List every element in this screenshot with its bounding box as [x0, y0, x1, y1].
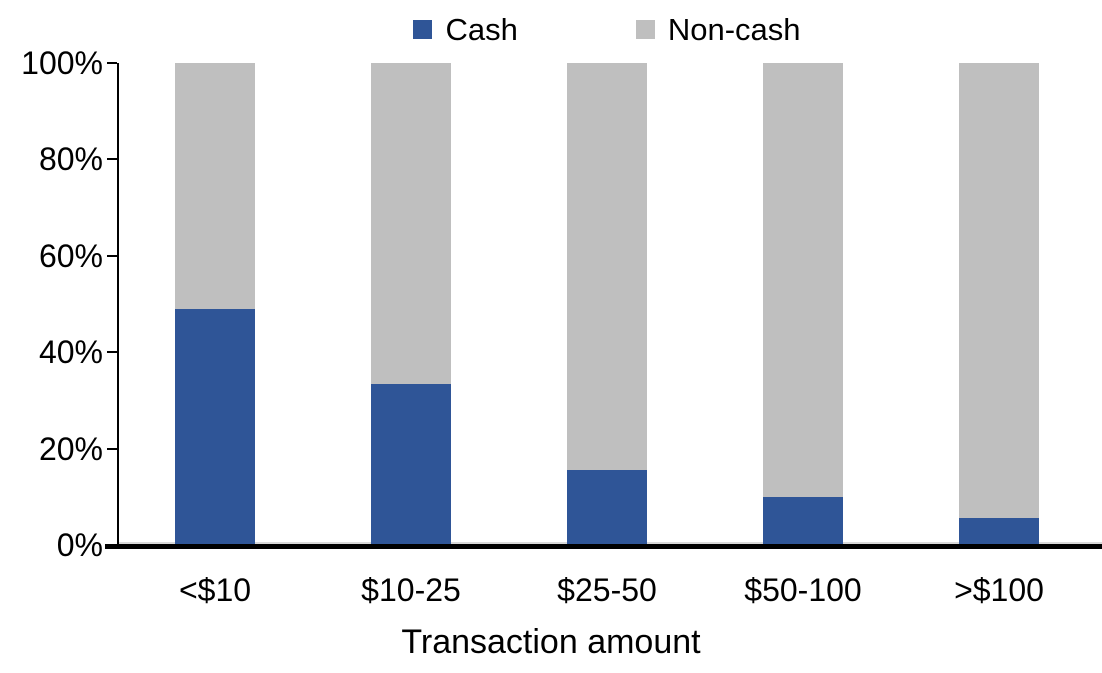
x-axis-category-label: $50-100: [744, 572, 862, 608]
chart-legend: Cash Non-cash: [117, 8, 1097, 50]
y-axis-line: [117, 63, 119, 545]
bar--10: [175, 63, 255, 545]
bar-segment-cash: [763, 497, 843, 545]
bar-segment-non-cash: [959, 63, 1039, 518]
y-axis-tick-label: 0%: [56, 527, 103, 563]
y-axis-tick-label: 40%: [38, 334, 103, 370]
y-axis-tick: [107, 158, 117, 160]
x-axis-category-label: >$100: [954, 572, 1044, 608]
legend-item-non-cash: Non-cash: [635, 11, 801, 47]
bar-segment-non-cash: [371, 63, 451, 384]
x-axis-title: Transaction amount: [401, 623, 701, 661]
bar--100: [959, 63, 1039, 545]
bar-segment-cash: [175, 309, 255, 545]
bar-segment-cash: [371, 384, 451, 545]
y-axis-tick-label: 60%: [38, 238, 103, 274]
bar-segment-non-cash: [763, 63, 843, 497]
x-axis-line: [105, 544, 1102, 549]
bar--10-25: [371, 63, 451, 545]
bar-segment-cash: [567, 470, 647, 545]
legend-swatch-icon: [413, 19, 433, 39]
x-axis-category-label: $10-25: [361, 572, 461, 608]
y-axis-tick-label: 100%: [21, 45, 103, 81]
legend-item-cash: Cash: [413, 11, 518, 47]
y-axis-tick: [107, 62, 117, 64]
legend-label: Cash: [445, 11, 518, 47]
y-axis-tick: [107, 255, 117, 257]
bar--25-50: [567, 63, 647, 545]
bar-segment-non-cash: [175, 63, 255, 309]
legend-label: Non-cash: [667, 11, 801, 47]
y-axis-tick: [107, 448, 117, 450]
x-axis-category-label: $25-50: [557, 572, 657, 608]
legend-swatch-icon: [635, 19, 655, 39]
bar-segment-non-cash: [567, 63, 647, 470]
y-axis-tick: [107, 351, 117, 353]
x-axis-category-label: <$10: [178, 572, 252, 608]
bar--50-100: [763, 63, 843, 545]
y-axis-tick-label: 80%: [38, 141, 103, 177]
y-axis-tick-label: 20%: [38, 431, 103, 467]
bar-segment-cash: [959, 518, 1039, 545]
